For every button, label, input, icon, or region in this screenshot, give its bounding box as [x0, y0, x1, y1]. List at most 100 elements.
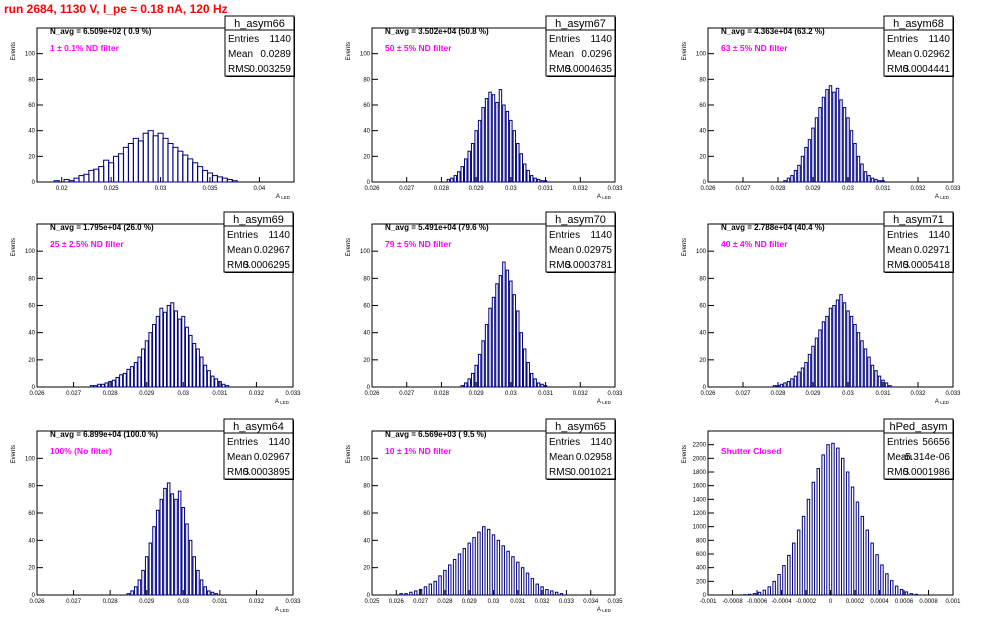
x-tick-label: 0.033 — [285, 391, 301, 397]
histogram-bar — [529, 175, 534, 183]
histogram-bar — [807, 139, 812, 183]
x-tick-label: 0.033 — [945, 391, 961, 397]
x-axis-title: A LED — [935, 399, 950, 405]
histogram-bar — [152, 324, 156, 388]
y-tick-label: 0 — [367, 385, 371, 391]
y-axis-title: Events — [346, 445, 352, 463]
stat-value: 0.0004441 — [903, 64, 951, 75]
stat-value: 0.02971 — [914, 245, 951, 256]
histogram-bar — [757, 591, 762, 596]
histogram-bar — [831, 442, 835, 596]
histogram-bar — [467, 378, 471, 388]
histogram-bar — [536, 178, 541, 183]
histogram-bar — [777, 574, 781, 596]
histogram-bar — [865, 529, 869, 596]
histogram-bar — [214, 593, 218, 596]
histogram-bar — [797, 164, 801, 183]
histogram-bar — [187, 158, 194, 183]
histogram-bar — [853, 143, 857, 183]
histogram-bar — [181, 315, 186, 388]
y-tick-label: 2000 — [693, 456, 707, 462]
histogram-bar — [818, 107, 822, 183]
histogram-bar — [137, 356, 142, 388]
histogram-bar — [88, 169, 95, 183]
histogram-bar — [460, 166, 464, 183]
histogram-bar — [201, 169, 209, 183]
histogram-bar — [152, 135, 159, 183]
stat-value: 0.003259 — [249, 64, 291, 75]
stat-label: Entries — [887, 230, 918, 241]
stat-value: 0.02967 — [254, 245, 291, 256]
y-tick-label: 100 — [360, 52, 371, 58]
y-tick-label: 60 — [363, 511, 370, 517]
histogram-bar — [159, 307, 164, 388]
stat-label: RMS — [228, 64, 251, 75]
x-tick-label: 0.001 — [945, 599, 961, 605]
histogram-bar — [860, 340, 864, 388]
y-tick-label: 600 — [696, 552, 707, 558]
histogram-bar — [177, 318, 182, 388]
stat-label: Entries — [227, 437, 258, 448]
y-tick-label: 40 — [28, 538, 35, 544]
x-tick-label: 0.025 — [104, 186, 120, 192]
stat-label: Entries — [228, 34, 259, 45]
histogram-bar — [502, 261, 506, 388]
filter-label: 10 ± 1% ND filter — [385, 446, 452, 456]
stat-value: 0.0001986 — [903, 467, 951, 478]
histogram-bar — [100, 383, 105, 388]
histogram-bar — [559, 593, 564, 596]
histogram-bar — [144, 340, 149, 388]
histogram-panel: 0 20 40 60 80 100 0.026 0.027 0.028 0.029 0.03 0.03… — [11, 418, 301, 613]
stats-box: h_asym65 Entries 1140 Mean 0.02958 RMS 0.00102… — [545, 418, 616, 480]
stat-value: 0.0004635 — [565, 64, 613, 75]
stat-label: Mean — [549, 245, 574, 256]
x-tick-label: 0.027 — [413, 599, 429, 605]
histogram-bar — [203, 586, 208, 596]
histogram-bar — [914, 593, 918, 596]
histogram-bar — [446, 178, 451, 183]
stat-value: 1140 — [590, 230, 612, 241]
histogram-bar — [752, 593, 757, 596]
histogram-bar — [474, 364, 478, 388]
histogram-bar — [502, 104, 506, 183]
y-tick-label: 20 — [28, 358, 35, 364]
histogram-bar — [210, 375, 215, 388]
histogram-bar — [93, 385, 98, 388]
histogram-bar — [117, 153, 125, 183]
histogram-bar — [477, 119, 482, 183]
histogram-bar — [860, 515, 865, 596]
stat-label: RMS — [549, 467, 572, 478]
stat-value: 0.001021 — [570, 467, 612, 478]
histogram-bar — [523, 348, 527, 388]
x-tick-label: 0.035 — [607, 599, 623, 605]
histogram-bar — [535, 583, 539, 596]
histogram-bar — [496, 539, 501, 596]
stat-value: 0.02967 — [254, 452, 291, 463]
histogram-bar — [174, 498, 178, 596]
histogram-bar — [221, 177, 228, 183]
histogram-bar — [83, 173, 90, 183]
histogram-bar — [231, 180, 238, 183]
x-tick-label: 0.029 — [469, 391, 485, 397]
histogram-bar — [113, 155, 120, 183]
stat-label: RMS — [887, 64, 910, 75]
histogram-bar — [825, 315, 829, 388]
histogram-bar — [825, 89, 829, 183]
histogram-bar — [779, 383, 784, 388]
y-tick-label: 80 — [28, 484, 35, 490]
histogram-bar — [516, 561, 520, 596]
histogram-bar — [127, 143, 134, 183]
histogram-bar — [877, 180, 882, 183]
stat-value: 1140 — [268, 230, 290, 241]
stat-value: 0.0003781 — [565, 260, 613, 271]
y-tick-label: 200 — [696, 579, 707, 585]
histogram-bar — [482, 526, 486, 596]
stat-value: 1140 — [590, 437, 612, 448]
x-tick-label: 0.026 — [364, 186, 380, 192]
filter-label: 1 ± 0.1% ND filter — [50, 43, 120, 53]
x-tick-label: 0.03 — [155, 186, 167, 192]
stat-label: Mean — [227, 245, 252, 256]
histogram-bar — [875, 554, 879, 596]
histogram-bar — [796, 529, 801, 596]
y-tick-label: 1000 — [693, 525, 707, 531]
